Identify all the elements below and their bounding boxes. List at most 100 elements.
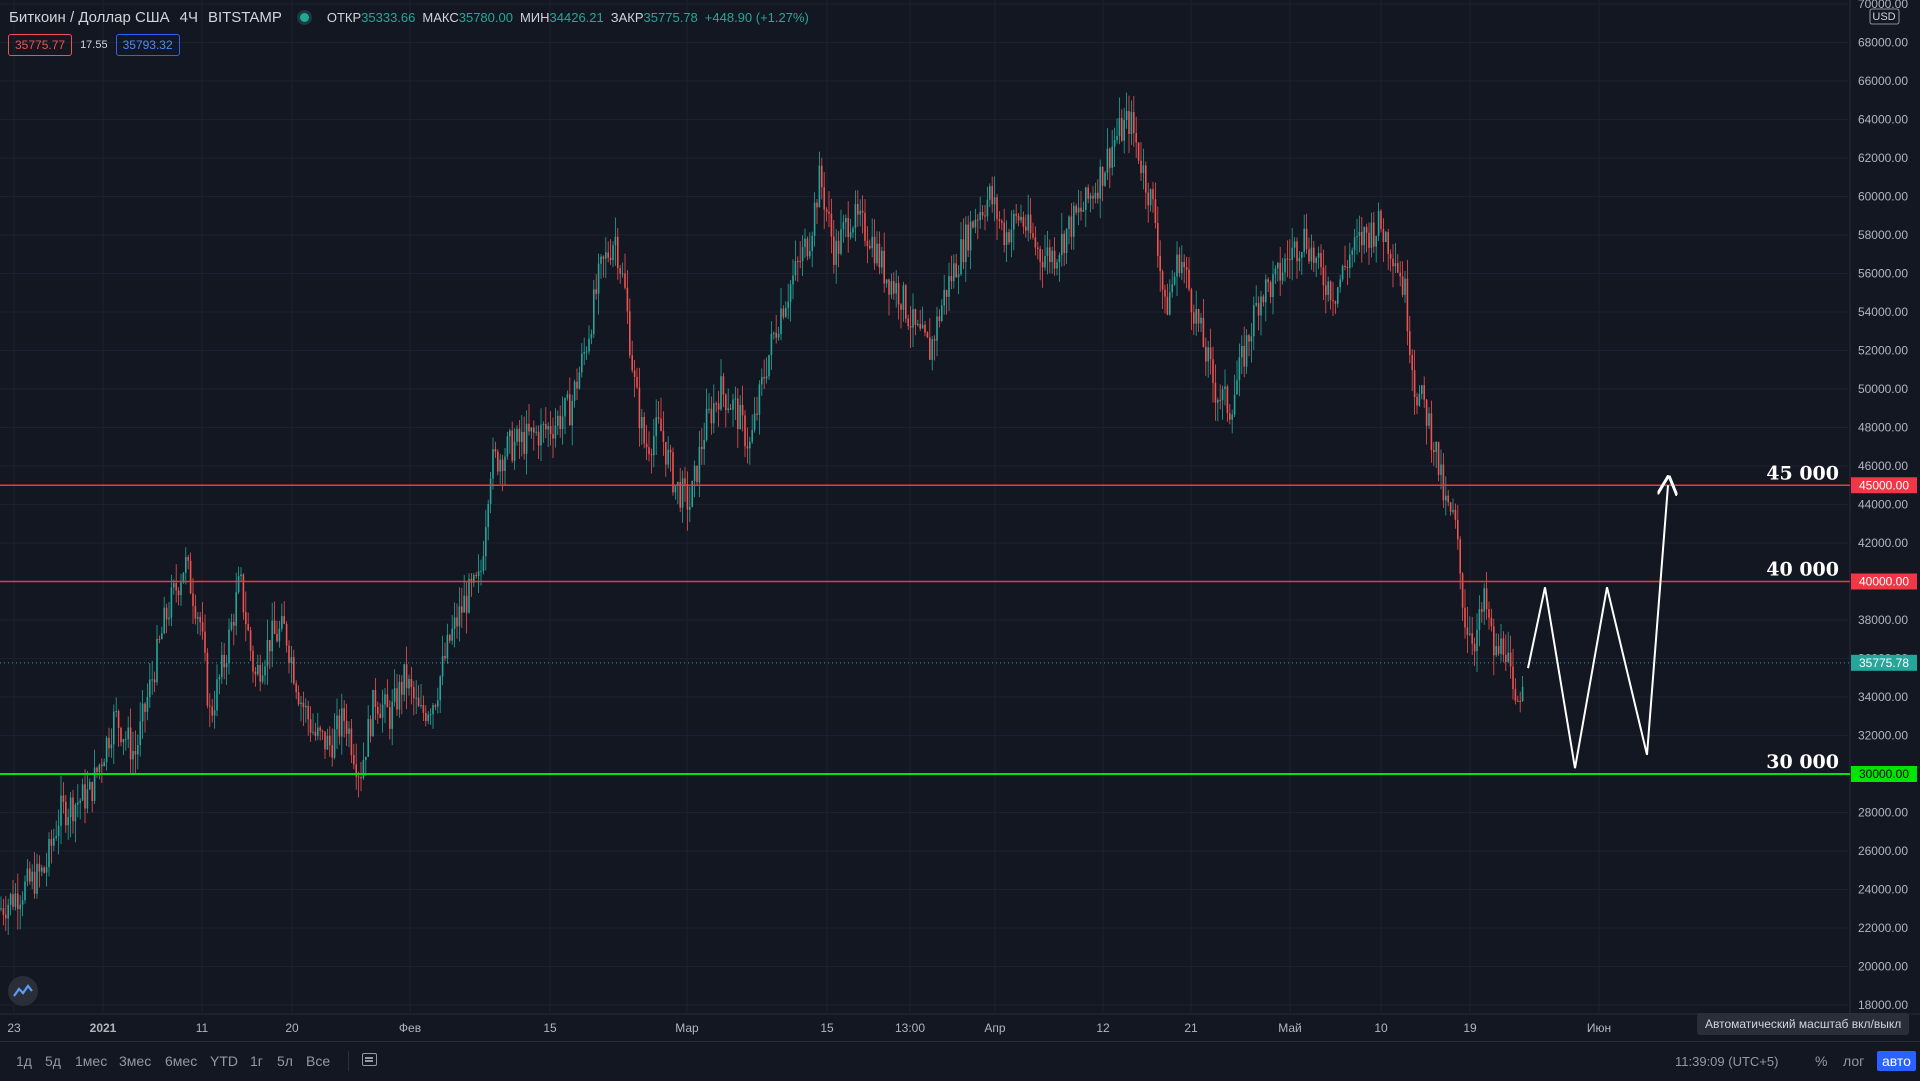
- sell-button[interactable]: 35775.77: [8, 34, 73, 56]
- candle-body: [1505, 654, 1507, 662]
- candle-body: [1435, 442, 1437, 453]
- candle-body: [573, 381, 576, 401]
- candle-body: [391, 701, 393, 729]
- candle-body: [393, 688, 396, 702]
- candle-body: [1375, 235, 1377, 247]
- candle-body: [708, 408, 710, 410]
- candle-body: [931, 339, 933, 360]
- candle-body: [533, 427, 535, 433]
- candle-body: [811, 235, 813, 252]
- candle-body: [854, 204, 857, 229]
- candle-body: [2, 908, 5, 915]
- range-button-5y[interactable]: 5л: [277, 1053, 293, 1069]
- time-tick-label: 23: [7, 1021, 21, 1035]
- candle-body: [245, 612, 247, 625]
- candle-body: [266, 640, 269, 667]
- time-axis[interactable]: 23 2021 11 20 Фев 15 Мар 15 13:00 Апр 12 21 Май 10 19 И…: [7, 1021, 1611, 1035]
- candle-body: [1195, 309, 1197, 324]
- candle-body: [1145, 165, 1147, 193]
- candle-body: [379, 713, 381, 718]
- candle-body: [14, 893, 17, 907]
- candle-body: [93, 767, 96, 801]
- candle-body: [295, 683, 297, 693]
- candle-body: [307, 705, 309, 720]
- candle-body: [1118, 118, 1121, 136]
- price-axis[interactable]: 18000.00 20000.00 22000.00 24000.00 26000.00…: [1851, 0, 1917, 1012]
- range-button-1d[interactable]: 1д: [16, 1053, 32, 1069]
- candle-body: [1445, 495, 1447, 501]
- range-button-ytd[interactable]: YTD: [210, 1053, 238, 1069]
- candle-body: [139, 721, 141, 746]
- price-tick-label: 28000.00: [1858, 806, 1908, 820]
- candle-body: [434, 705, 437, 707]
- log-scale-toggle[interactable]: лог: [1843, 1053, 1865, 1069]
- candle-body: [1205, 346, 1207, 362]
- candle-body: [569, 394, 571, 426]
- buy-button[interactable]: 35793.32: [115, 34, 180, 56]
- candle-body: [809, 251, 811, 257]
- candle-body: [230, 621, 233, 630]
- range-button-1m[interactable]: 1мес: [75, 1053, 108, 1069]
- currency-box: [1869, 8, 1900, 25]
- price-tick-label: 62000.00: [1858, 151, 1908, 165]
- candle-body: [816, 202, 818, 208]
- candle-body: [1394, 263, 1397, 267]
- candle-body: [197, 616, 199, 619]
- candle-body: [1334, 301, 1337, 304]
- candle-body: [29, 868, 31, 882]
- candle-body: [319, 727, 321, 731]
- price-tick-label: 32000.00: [1858, 729, 1908, 743]
- candle-body: [1020, 216, 1022, 221]
- candle-body: [506, 436, 509, 457]
- candle-body: [494, 449, 497, 452]
- interval-label[interactable]: 4Ч: [179, 9, 198, 26]
- candle-body: [441, 655, 444, 677]
- candle-body: [425, 712, 427, 721]
- level-axis-badge: [1851, 573, 1917, 590]
- candle-body: [1094, 192, 1097, 199]
- percent-scale-toggle[interactable]: %: [1815, 1053, 1828, 1069]
- candle-body: [1428, 413, 1430, 426]
- candle-body: [552, 434, 554, 439]
- candle-body: [427, 714, 429, 721]
- candle-body: [89, 781, 91, 790]
- candle-body: [523, 431, 525, 454]
- candle-body: [1116, 135, 1118, 140]
- candle-body: [941, 305, 943, 322]
- candle-body: [1188, 269, 1190, 290]
- candle-body: [1512, 666, 1514, 690]
- range-button-5d[interactable]: 5д: [45, 1053, 61, 1069]
- candle-body: [818, 165, 821, 208]
- range-button-all[interactable]: Все: [306, 1053, 331, 1069]
- candle-body: [1159, 255, 1161, 272]
- auto-scale-toggle[interactable]: авто: [1877, 1051, 1916, 1071]
- candle-body: [1169, 292, 1171, 315]
- candle-body: [1121, 118, 1123, 141]
- range-button-3m[interactable]: 3мес: [119, 1053, 152, 1069]
- time-tick-label: 15: [820, 1021, 834, 1035]
- candle-body: [115, 711, 117, 713]
- symbol-name[interactable]: Биткоин / Доллар США: [9, 9, 170, 26]
- candle-body: [936, 316, 938, 341]
- candle-body: [571, 400, 573, 426]
- calendar-icon[interactable]: [362, 1053, 377, 1066]
- candle-body: [415, 697, 417, 699]
- timezone-clock[interactable]: 11:39:09 (UTC+5): [1675, 1054, 1779, 1069]
- candle-body: [1495, 646, 1497, 656]
- range-button-6m[interactable]: 6мес: [165, 1053, 198, 1069]
- candle-body: [1154, 199, 1157, 224]
- candle-body: [401, 681, 403, 695]
- candle-body: [161, 633, 163, 640]
- price-tick-label: 26000.00: [1858, 844, 1908, 858]
- candle-body: [969, 221, 972, 251]
- tradingview-logo-icon[interactable]: [8, 976, 38, 1006]
- range-button-1y[interactable]: 1г: [250, 1053, 263, 1069]
- candle-body: [509, 430, 511, 437]
- candle-body: [989, 186, 991, 200]
- candle-body: [962, 239, 965, 263]
- candle-body: [1125, 111, 1128, 121]
- candle-body: [693, 465, 696, 482]
- candle-body: [475, 574, 477, 576]
- candle-body: [420, 705, 422, 707]
